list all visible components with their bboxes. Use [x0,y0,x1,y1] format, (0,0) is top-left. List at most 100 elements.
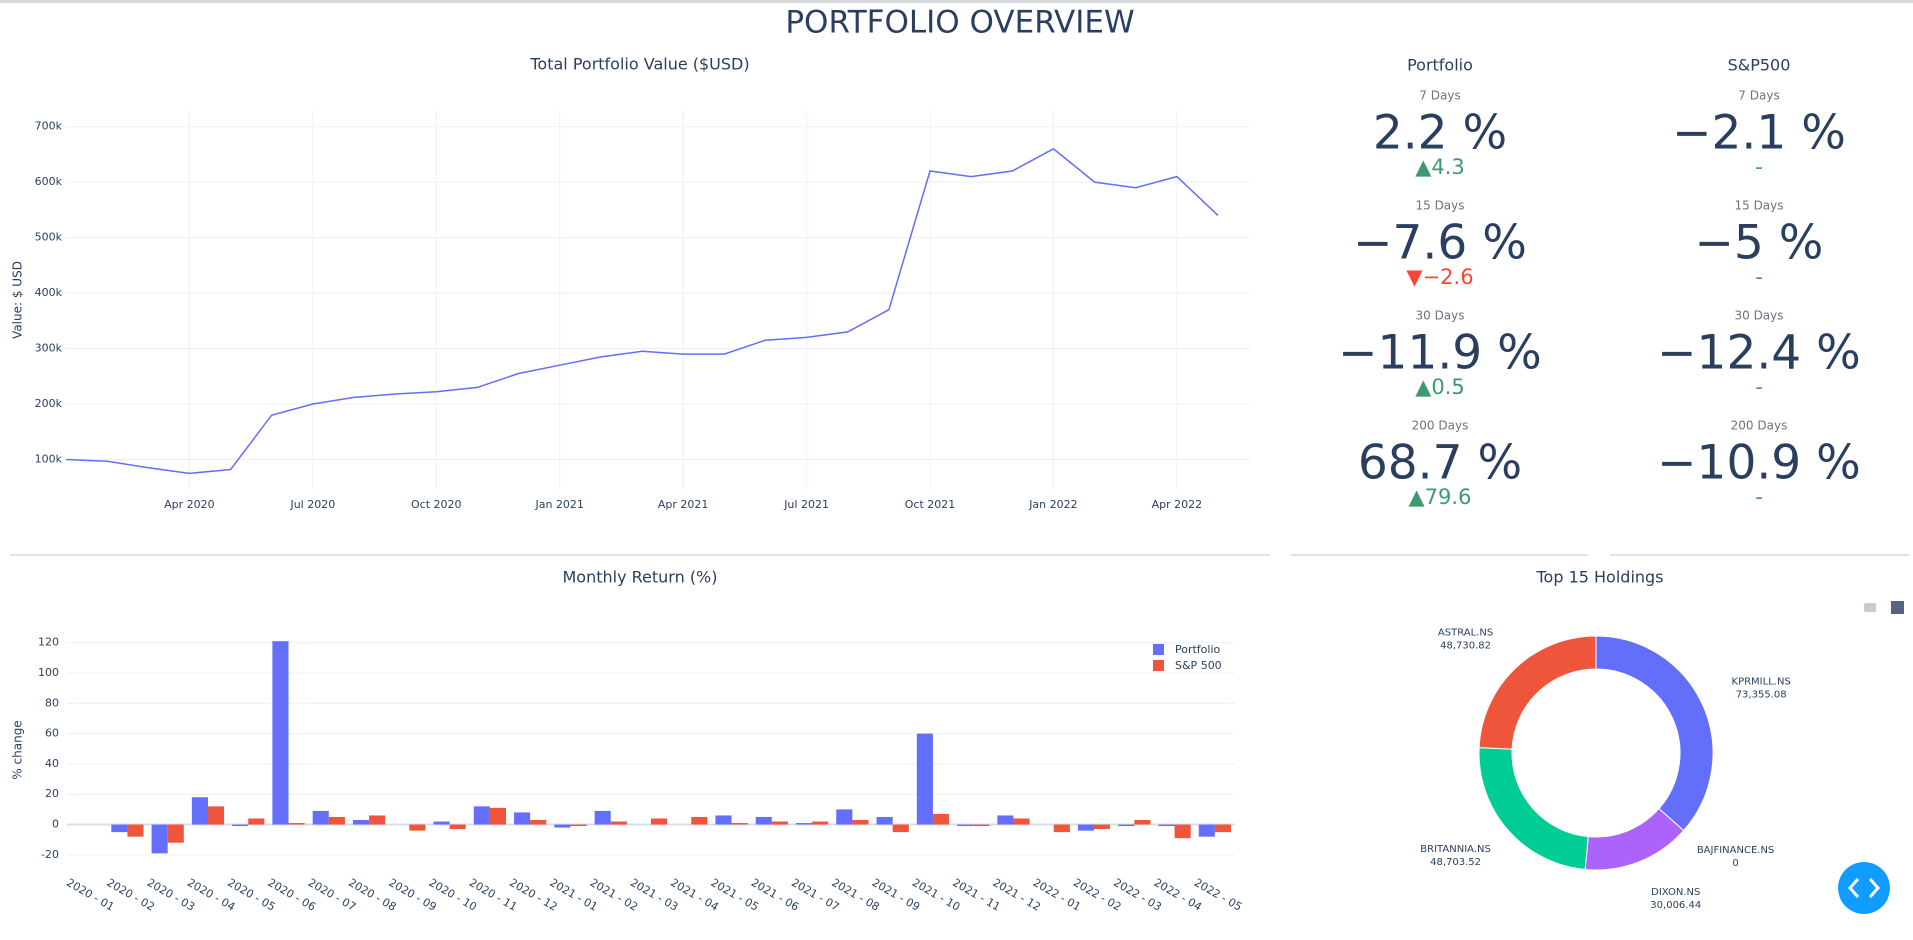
legend-label: S&P 500 [1175,659,1222,672]
bar [771,821,788,825]
y-tick-label: 40 [45,757,59,770]
x-tick-label: Oct 2020 [411,498,462,511]
slice-value: 48,703.52 [1430,857,1481,868]
indicator-value: −5 % [1695,216,1824,271]
y-tick-label: 60 [45,727,59,740]
y-tick-label: 120 [38,636,59,649]
bar [207,806,225,825]
donut-slice [1595,635,1714,832]
bar [715,815,732,825]
bar [530,820,547,825]
slice-label: BAJFINANCE.NS [1697,845,1774,856]
indicator-header: S&P500 [1728,56,1791,75]
bar [876,816,893,825]
bar [651,818,668,825]
y-tick-label: 400k [35,286,63,299]
top-border [0,0,1913,3]
indicator-delta: ▲79.6 [1409,485,1472,509]
indicator-value: −10.9 % [1657,436,1861,491]
indicator-period: 15 Days [1734,199,1783,213]
bar [111,824,128,833]
bar [1158,824,1175,827]
slice-value: 0 [1732,858,1738,869]
x-tick-label: Apr 2022 [1152,498,1203,511]
indicator-value: 68.7 % [1358,436,1522,491]
chart-title: Top 15 Holdings [1535,568,1663,587]
indicator-period: 200 Days [1412,419,1469,433]
bar [352,820,370,825]
x-tick-label: Oct 2021 [905,498,956,511]
y-tick-label: 500k [35,231,63,244]
bar [1214,824,1231,833]
value-line [65,147,1219,475]
bar [514,812,531,825]
legend-swatch [1153,644,1164,655]
code-button[interactable] [1838,862,1890,914]
bar [1013,818,1030,825]
x-tick-label: Apr 2021 [658,498,709,511]
indicator-period: 7 Days [1419,89,1460,103]
indicator-value: −7.6 % [1353,216,1527,271]
bar [594,810,611,825]
slice-value: 48,730.82 [1440,640,1491,651]
indicator-delta: ▼−2.6 [1406,265,1473,289]
y-tick-label: 100k [35,452,63,465]
code-button-bg[interactable] [1838,862,1890,914]
camera-icon[interactable] [1864,603,1876,612]
code-icon [1847,878,1881,898]
bar [1077,824,1095,831]
bar [272,641,289,825]
bar [1198,824,1215,837]
donut-slice [1584,807,1685,871]
bar [997,815,1014,825]
bar [151,824,168,854]
indicator-value: −2.1 % [1672,106,1846,161]
x-tick-label: Apr 2020 [164,498,215,511]
bar [755,816,772,825]
bar [369,815,386,825]
bar [892,824,909,833]
bar [570,824,587,827]
y-tick-label: 200k [35,397,63,410]
bar [167,824,184,843]
bar [1134,820,1151,825]
bar [288,823,305,825]
plotly-icon[interactable] [1891,601,1904,614]
slice-value: 73,355.08 [1736,690,1787,701]
y-tick-label: 600k [35,175,63,188]
bar [449,824,466,830]
slice-label: BRITANNIA.NS [1420,844,1491,855]
x-tick-label: Jan 2022 [1028,498,1077,511]
indicator-delta: ▲0.5 [1415,375,1465,399]
slice-label: DIXON.NS [1651,887,1700,898]
y-tick-label: 0 [52,818,59,831]
y-tick-label: 20 [45,787,59,800]
bar [610,821,627,825]
indicator-value: 2.2 % [1373,106,1507,161]
indicator-value: −11.9 % [1338,326,1542,381]
donut-slice [1478,747,1589,871]
bar [191,797,208,825]
indicator-delta: - [1755,155,1763,179]
modebar [1864,601,1904,614]
bar [489,807,507,825]
x-tick-label: Jan 2021 [534,498,583,511]
bar [409,824,426,831]
chart-title: Monthly Return (%) [562,568,717,587]
y-tick-label: 100 [38,666,59,679]
y-tick-label: 80 [45,696,59,709]
bar [433,821,450,825]
bar [731,823,748,825]
bar [1094,824,1111,830]
bar [852,820,869,825]
indicator-period: 7 Days [1738,89,1779,103]
slice-label: ASTRAL.NS [1438,627,1493,638]
indicator-delta: - [1755,485,1763,509]
bar [795,823,813,825]
bar [836,809,853,825]
y-tick-label: 300k [35,342,63,355]
bar [127,824,144,837]
x-tick-label: Jul 2021 [783,498,829,511]
page-title: PORTFOLIO OVERVIEW [785,5,1134,41]
bar [328,816,345,825]
